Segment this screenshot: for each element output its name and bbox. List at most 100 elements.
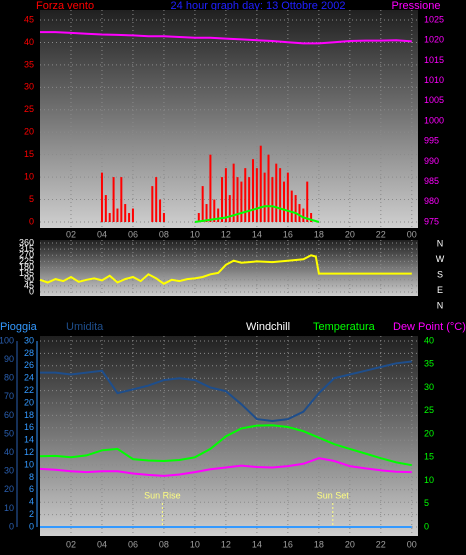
y-tick-label: 985 bbox=[424, 176, 439, 186]
y-tick-label: 990 bbox=[424, 156, 439, 166]
series-line bbox=[40, 31, 412, 45]
y-tick-label: 135 bbox=[19, 268, 34, 278]
bar bbox=[282, 181, 285, 222]
x-tick-label: 14 bbox=[252, 229, 262, 239]
direction-label: N bbox=[437, 300, 444, 310]
y-tick-label: 30 bbox=[424, 382, 434, 392]
y-tick-label: 1000 bbox=[424, 115, 444, 125]
bar bbox=[294, 195, 297, 222]
y-tick-label: 10 bbox=[24, 459, 34, 469]
bar bbox=[205, 204, 208, 222]
bar bbox=[271, 177, 274, 222]
y-tick-label: 0 bbox=[29, 521, 34, 531]
y-tick-label: 2 bbox=[29, 509, 34, 519]
y-tick-label: 30 bbox=[24, 82, 34, 92]
pressure-axis-label: Pressione bbox=[392, 0, 441, 12]
y-tick-label: 1010 bbox=[424, 75, 444, 85]
y-tick-label: 315 bbox=[19, 244, 34, 254]
y-tick-label: 35 bbox=[424, 359, 434, 369]
bar bbox=[221, 177, 224, 222]
bar bbox=[310, 213, 313, 222]
bar bbox=[306, 181, 309, 222]
y-tick-label: 5 bbox=[424, 498, 429, 508]
y-tick-label: 40 bbox=[424, 335, 434, 345]
y-tick-label: 20 bbox=[4, 484, 14, 494]
x-tick-label: 00 bbox=[407, 539, 417, 549]
y-tick-label: 50 bbox=[4, 428, 14, 438]
y-tick-label: 80 bbox=[4, 373, 14, 383]
x-tick-label: 00 bbox=[407, 229, 417, 239]
y-tick-label: 14 bbox=[24, 435, 34, 445]
bar bbox=[240, 181, 243, 222]
bar bbox=[197, 213, 200, 222]
y-tick-label: 15 bbox=[24, 149, 34, 159]
series-line bbox=[39, 254, 412, 285]
bar bbox=[286, 172, 289, 222]
y-tick-label: 10 bbox=[24, 171, 34, 181]
y-tick-label: 1015 bbox=[424, 55, 444, 65]
bar bbox=[267, 154, 270, 222]
x-tick-label: 02 bbox=[66, 539, 76, 549]
y-tick-label: 0 bbox=[29, 216, 34, 226]
y-tick-label: 45 bbox=[24, 14, 34, 24]
chart-title: 24 hour graph day: 13 Ottobre 2002 bbox=[171, 0, 346, 12]
direction-label: E bbox=[437, 285, 443, 295]
bar bbox=[112, 177, 115, 222]
y-tick-label: 90 bbox=[24, 274, 34, 284]
x-tick-label: 06 bbox=[128, 229, 138, 239]
x-tick-label: 10 bbox=[190, 229, 200, 239]
series-line bbox=[39, 424, 412, 467]
bar bbox=[228, 195, 231, 222]
wind-axis-label: Forza vento bbox=[36, 0, 94, 12]
y-tick-label: 10 bbox=[424, 475, 434, 485]
rain-axis-label: Pioggia bbox=[0, 321, 38, 333]
series-line bbox=[39, 457, 412, 477]
y-tick-label: 10 bbox=[4, 503, 14, 513]
y-tick-label: 22 bbox=[24, 385, 34, 395]
y-tick-label: 8 bbox=[29, 472, 34, 482]
y-tick-label: 26 bbox=[24, 360, 34, 370]
x-tick-label: 02 bbox=[66, 229, 76, 239]
bar bbox=[116, 208, 119, 222]
x-tick-label: 12 bbox=[221, 539, 231, 549]
bar bbox=[213, 199, 216, 222]
bar bbox=[248, 177, 251, 222]
bar bbox=[302, 208, 305, 222]
y-tick-label: 12 bbox=[24, 447, 34, 457]
y-tick-label: 18 bbox=[24, 410, 34, 420]
y-tick-label: 20 bbox=[24, 397, 34, 407]
direction-label: N bbox=[437, 238, 444, 248]
y-tick-label: 4 bbox=[29, 497, 34, 507]
y-tick-label: 1020 bbox=[424, 35, 444, 45]
sun-label: Sun Rise bbox=[144, 490, 181, 500]
y-tick-label: 30 bbox=[4, 466, 14, 476]
bar bbox=[263, 172, 266, 222]
bar bbox=[159, 199, 162, 222]
x-tick-label: 16 bbox=[283, 539, 293, 549]
y-tick-label: 40 bbox=[4, 447, 14, 457]
bar bbox=[255, 168, 258, 222]
x-tick-label: 08 bbox=[159, 229, 169, 239]
y-tick-label: 0 bbox=[424, 521, 429, 531]
y-tick-label: 24 bbox=[24, 373, 34, 383]
y-tick-label: 975 bbox=[424, 216, 439, 226]
y-tick-label: 16 bbox=[24, 422, 34, 432]
bar bbox=[100, 172, 103, 222]
x-tick-label: 20 bbox=[345, 539, 355, 549]
y-tick-label: 5 bbox=[29, 194, 34, 204]
x-tick-label: 22 bbox=[376, 229, 386, 239]
x-tick-label: 06 bbox=[128, 539, 138, 549]
y-tick-label: 28 bbox=[24, 348, 34, 358]
y-tick-label: 70 bbox=[4, 391, 14, 401]
x-tick-label: 16 bbox=[283, 229, 293, 239]
bar bbox=[298, 204, 301, 222]
bar bbox=[201, 186, 204, 222]
y-tick-label: 360 bbox=[19, 237, 34, 247]
humidity-axis-label: Umidita bbox=[66, 321, 104, 333]
bar bbox=[162, 213, 165, 222]
y-tick-label: 0 bbox=[29, 286, 34, 296]
y-tick-label: 980 bbox=[424, 196, 439, 206]
y-tick-label: 30 bbox=[24, 335, 34, 345]
legend-temperature: Temperatura bbox=[313, 321, 376, 333]
